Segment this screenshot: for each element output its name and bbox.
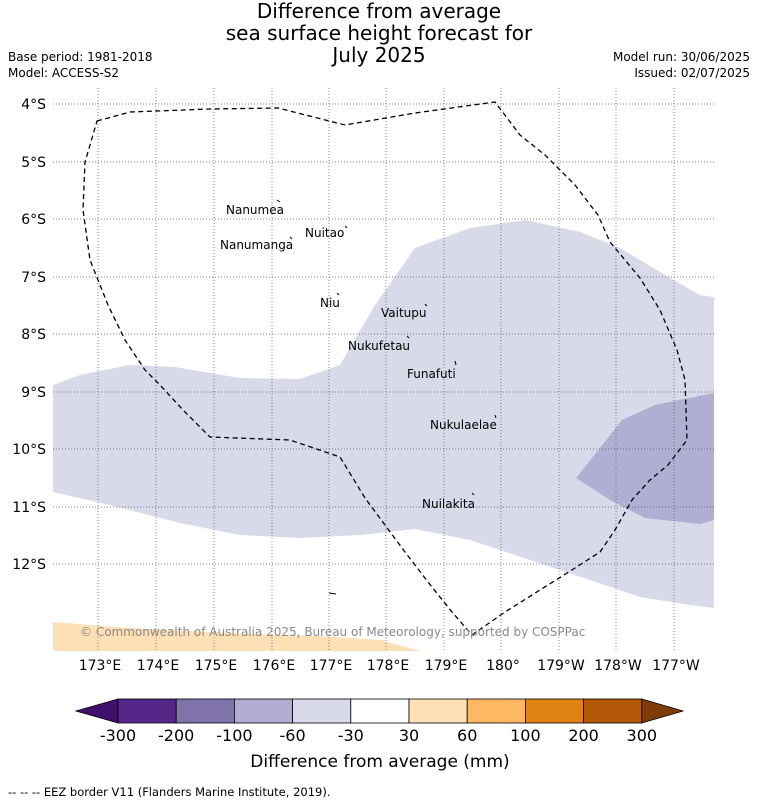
island-labels: Nanumea Nuitao Nanumanga Niu Vaitupu Nukufeta…	[220, 203, 497, 511]
anomaly-region-minus100-minus60	[576, 393, 714, 524]
colorbar-segment	[175, 698, 235, 724]
lat-label: 11°S	[12, 500, 46, 516]
colorbar-extend-high	[641, 698, 685, 724]
island-label: Nanumanga	[220, 238, 293, 252]
lon-label: 178°W	[594, 658, 642, 674]
island-label: Funafuti	[407, 367, 456, 381]
base-period: Base period: 1981-2018	[8, 50, 153, 64]
lon-label: 179°E	[425, 658, 468, 674]
colorbar-extend-low	[74, 698, 119, 724]
lat-label: 7°S	[21, 270, 46, 286]
lat-label: 6°S	[21, 212, 46, 228]
colorbar-segment	[117, 698, 177, 724]
colorbar-tick-label: -30	[338, 726, 364, 745]
lon-label: 177°W	[652, 658, 700, 674]
issued-date: Issued: 02/07/2025	[634, 66, 750, 80]
colorbar-tick-label: 100	[510, 726, 541, 745]
colorbar-tick-label: 60	[457, 726, 477, 745]
model-name: Model: ACCESS-S2	[8, 66, 120, 80]
island-label: Nukulaelae	[430, 418, 497, 432]
lat-label: 8°S	[21, 327, 46, 343]
island-label: Nuitao	[305, 226, 344, 240]
lon-label: 180°	[486, 658, 520, 674]
eez-border	[82, 101, 688, 636]
lon-label: 179°W	[537, 658, 585, 674]
colorbar-tick-label: 300	[627, 726, 658, 745]
colorbar-label: Difference from average (mm)	[250, 752, 509, 772]
lat-label: 9°S	[21, 385, 46, 401]
colorbar-tick-label: -200	[158, 726, 194, 745]
lat-label: 12°S	[12, 557, 46, 573]
island-label: Vaitupu	[381, 306, 427, 320]
meta-left: Base period: 1981-2018 Model: ACCESS-S2	[8, 49, 153, 81]
colorbar-segment	[292, 698, 352, 724]
meta-right: Model run: 30/06/2025 Issued: 02/07/2025	[613, 49, 750, 81]
lat-label: 10°S	[12, 442, 46, 458]
colorbar-segment	[350, 698, 410, 724]
lon-label: 177°E	[310, 658, 353, 674]
lat-label: 4°S	[21, 97, 46, 113]
island-label: Nuilakita	[422, 497, 475, 511]
colorbar-segment	[466, 698, 526, 724]
eez-legend-note: -- -- -- EEZ border V11 (Flanders Marine…	[8, 785, 331, 799]
island-label: Niu	[320, 296, 340, 310]
colorbar	[74, 698, 685, 724]
colorbar-segment	[583, 698, 643, 724]
colorbar-tick-label: -100	[216, 726, 252, 745]
chart-title: Difference from average sea surface heig…	[0, 0, 758, 66]
lon-label: 176°E	[253, 658, 296, 674]
island-marks	[276, 199, 497, 595]
island-label: Nanumea	[226, 203, 284, 217]
colorbar-tick-labels: -300 -200 -100 -60 -30 30 60 100 200 300	[100, 726, 657, 745]
copyright-text: © Commonwealth of Australia 2025, Bureau…	[80, 625, 585, 639]
anomaly-region-plus30-plus60	[53, 622, 420, 651]
island-label: Nukufetau	[348, 339, 410, 353]
longitude-labels: 173°E 174°E 175°E 176°E 177°E 178°E 179°E 180° 1…	[79, 658, 700, 674]
colorbar-tick-label: -60	[280, 726, 306, 745]
title-line-1: Difference from average	[256, 0, 502, 23]
lat-label: 5°S	[21, 155, 46, 171]
lon-label: 178°E	[367, 658, 410, 674]
map-gridlines	[53, 88, 714, 651]
anomaly-region-minus60-minus30	[53, 220, 714, 608]
colorbar-segment	[233, 698, 293, 724]
colorbar-tick-label: -300	[100, 726, 136, 745]
map-plot-area: Nanumea Nuitao Nanumanga Niu Vaitupu Nukufeta…	[53, 88, 714, 651]
model-run: Model run: 30/06/2025	[612, 50, 750, 64]
title-line-3: July 2025	[332, 43, 426, 67]
colorbar-tick-label: 30	[399, 726, 419, 745]
latitude-labels: 4°S 5°S 6°S 7°S 8°S 9°S 10°S 11°S 12°S	[12, 97, 46, 573]
colorbar-segment	[408, 698, 468, 724]
colorbar-tick-label: 200	[568, 726, 599, 745]
title-line-2: sea surface height forecast for	[225, 21, 533, 45]
lon-label: 175°E	[195, 658, 238, 674]
lon-label: 174°E	[137, 658, 180, 674]
colorbar-segment	[525, 698, 585, 724]
lon-label: 173°E	[79, 658, 122, 674]
